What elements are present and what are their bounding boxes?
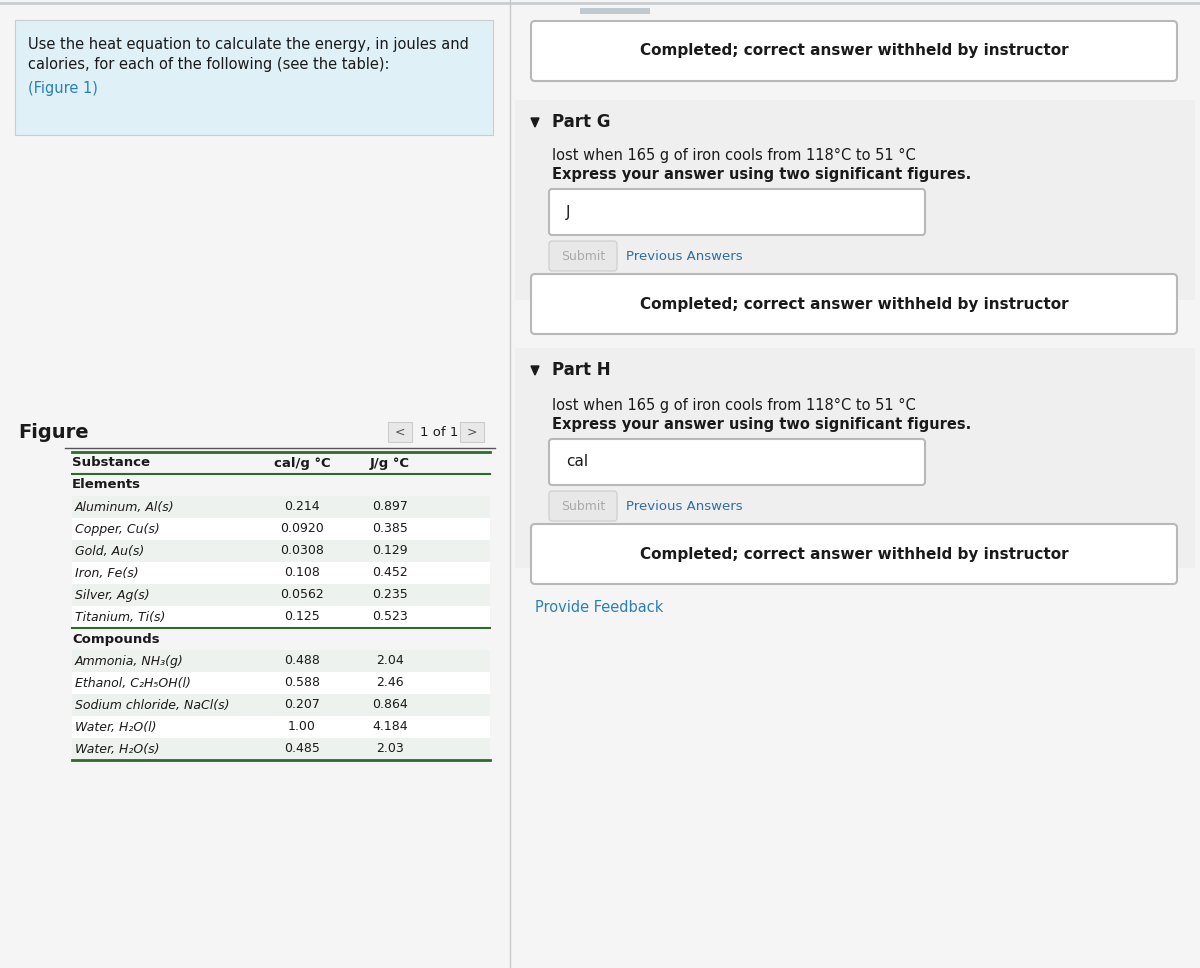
Text: 1.00: 1.00 [288, 720, 316, 734]
Text: cal/g °C: cal/g °C [274, 457, 330, 469]
Bar [72, 672, 490, 694]
Text: <: < [395, 426, 406, 439]
Bar [515, 100, 1195, 300]
Text: Aluminum, Al(s): Aluminum, Al(s) [74, 500, 175, 513]
Text: 0.235: 0.235 [372, 589, 408, 601]
Text: 0.108: 0.108 [284, 566, 320, 580]
Text: 0.0920: 0.0920 [280, 523, 324, 535]
Polygon shape [530, 366, 539, 375]
Text: 4.184: 4.184 [372, 720, 408, 734]
Text: 0.864: 0.864 [372, 699, 408, 711]
Text: 0.129: 0.129 [372, 544, 408, 558]
Text: Part H: Part H [552, 361, 611, 379]
Text: Iron, Fe(s): Iron, Fe(s) [74, 566, 139, 580]
Text: Completed; correct answer withheld by instructor: Completed; correct answer withheld by in… [640, 547, 1068, 561]
Text: Sodium chloride, NaCl(s): Sodium chloride, NaCl(s) [74, 699, 229, 711]
Bar [72, 606, 490, 628]
Text: 0.385: 0.385 [372, 523, 408, 535]
Text: Titanium, Ti(s): Titanium, Ti(s) [74, 611, 166, 623]
Text: (Figure 1): (Figure 1) [28, 80, 98, 96]
Text: J/g °C: J/g °C [370, 457, 410, 469]
Bar [72, 650, 490, 672]
Text: Elements: Elements [72, 478, 142, 492]
Bar [14, 20, 493, 135]
Text: 1 of 1: 1 of 1 [420, 426, 458, 439]
Text: Provide Feedback: Provide Feedback [535, 600, 664, 616]
Text: Express your answer using two significant figures.: Express your answer using two significan… [552, 167, 971, 183]
Text: lost when 165 g of iron cools from 118°C to 51 °C: lost when 165 g of iron cools from 118°C… [552, 147, 916, 163]
Text: >: > [467, 426, 478, 439]
Text: Express your answer using two significant figures.: Express your answer using two significan… [552, 417, 971, 433]
Bar [460, 422, 484, 442]
Text: Previous Answers: Previous Answers [626, 250, 743, 262]
Text: 0.452: 0.452 [372, 566, 408, 580]
FancyBboxPatch shape [550, 241, 617, 271]
Polygon shape [530, 118, 539, 127]
Text: 0.214: 0.214 [284, 500, 320, 513]
Text: 0.588: 0.588 [284, 677, 320, 689]
Bar [72, 738, 490, 760]
Bar [72, 518, 490, 540]
FancyBboxPatch shape [550, 189, 925, 235]
Bar [72, 584, 490, 606]
Text: Part G: Part G [552, 113, 611, 131]
Text: Water, H₂O(s): Water, H₂O(s) [74, 742, 160, 755]
Text: 0.125: 0.125 [284, 611, 320, 623]
Text: 2.03: 2.03 [376, 742, 404, 755]
Text: Water, H₂O(l): Water, H₂O(l) [74, 720, 156, 734]
FancyBboxPatch shape [550, 439, 925, 485]
Text: Ethanol, C₂H₅OH(l): Ethanol, C₂H₅OH(l) [74, 677, 191, 689]
Text: 0.0562: 0.0562 [280, 589, 324, 601]
FancyBboxPatch shape [530, 21, 1177, 81]
Text: 0.523: 0.523 [372, 611, 408, 623]
Bar [515, 348, 1195, 568]
Text: Submit: Submit [560, 499, 605, 512]
Text: Ammonia, NH₃(g): Ammonia, NH₃(g) [74, 654, 184, 668]
Text: calories, for each of the following (see the table):: calories, for each of the following (see… [28, 57, 390, 73]
Bar [388, 422, 412, 442]
Bar [580, 8, 650, 14]
Bar [72, 694, 490, 716]
Text: 2.04: 2.04 [376, 654, 404, 668]
Text: 2.46: 2.46 [376, 677, 404, 689]
FancyBboxPatch shape [530, 274, 1177, 334]
Bar [72, 496, 490, 518]
Text: 0.488: 0.488 [284, 654, 320, 668]
Text: Copper, Cu(s): Copper, Cu(s) [74, 523, 160, 535]
Text: Submit: Submit [560, 250, 605, 262]
Text: Substance: Substance [72, 457, 150, 469]
Bar [72, 562, 490, 584]
Bar [72, 540, 490, 562]
Text: 0.0308: 0.0308 [280, 544, 324, 558]
FancyBboxPatch shape [530, 524, 1177, 584]
Text: 0.485: 0.485 [284, 742, 320, 755]
Text: Use the heat equation to calculate the energy, in joules and: Use the heat equation to calculate the e… [28, 38, 469, 52]
Bar [72, 716, 490, 738]
Text: 0.207: 0.207 [284, 699, 320, 711]
FancyBboxPatch shape [550, 491, 617, 521]
Text: 0.897: 0.897 [372, 500, 408, 513]
Text: lost when 165 g of iron cools from 118°C to 51 °C: lost when 165 g of iron cools from 118°C… [552, 398, 916, 412]
Text: Figure: Figure [18, 422, 89, 441]
Text: Previous Answers: Previous Answers [626, 499, 743, 512]
Text: Compounds: Compounds [72, 632, 160, 646]
Text: Silver, Ag(s): Silver, Ag(s) [74, 589, 150, 601]
Text: Gold, Au(s): Gold, Au(s) [74, 544, 144, 558]
Text: Completed; correct answer withheld by instructor: Completed; correct answer withheld by in… [640, 44, 1068, 58]
Text: Completed; correct answer withheld by instructor: Completed; correct answer withheld by in… [640, 296, 1068, 312]
Text: cal: cal [566, 455, 588, 469]
Text: J: J [566, 204, 570, 220]
